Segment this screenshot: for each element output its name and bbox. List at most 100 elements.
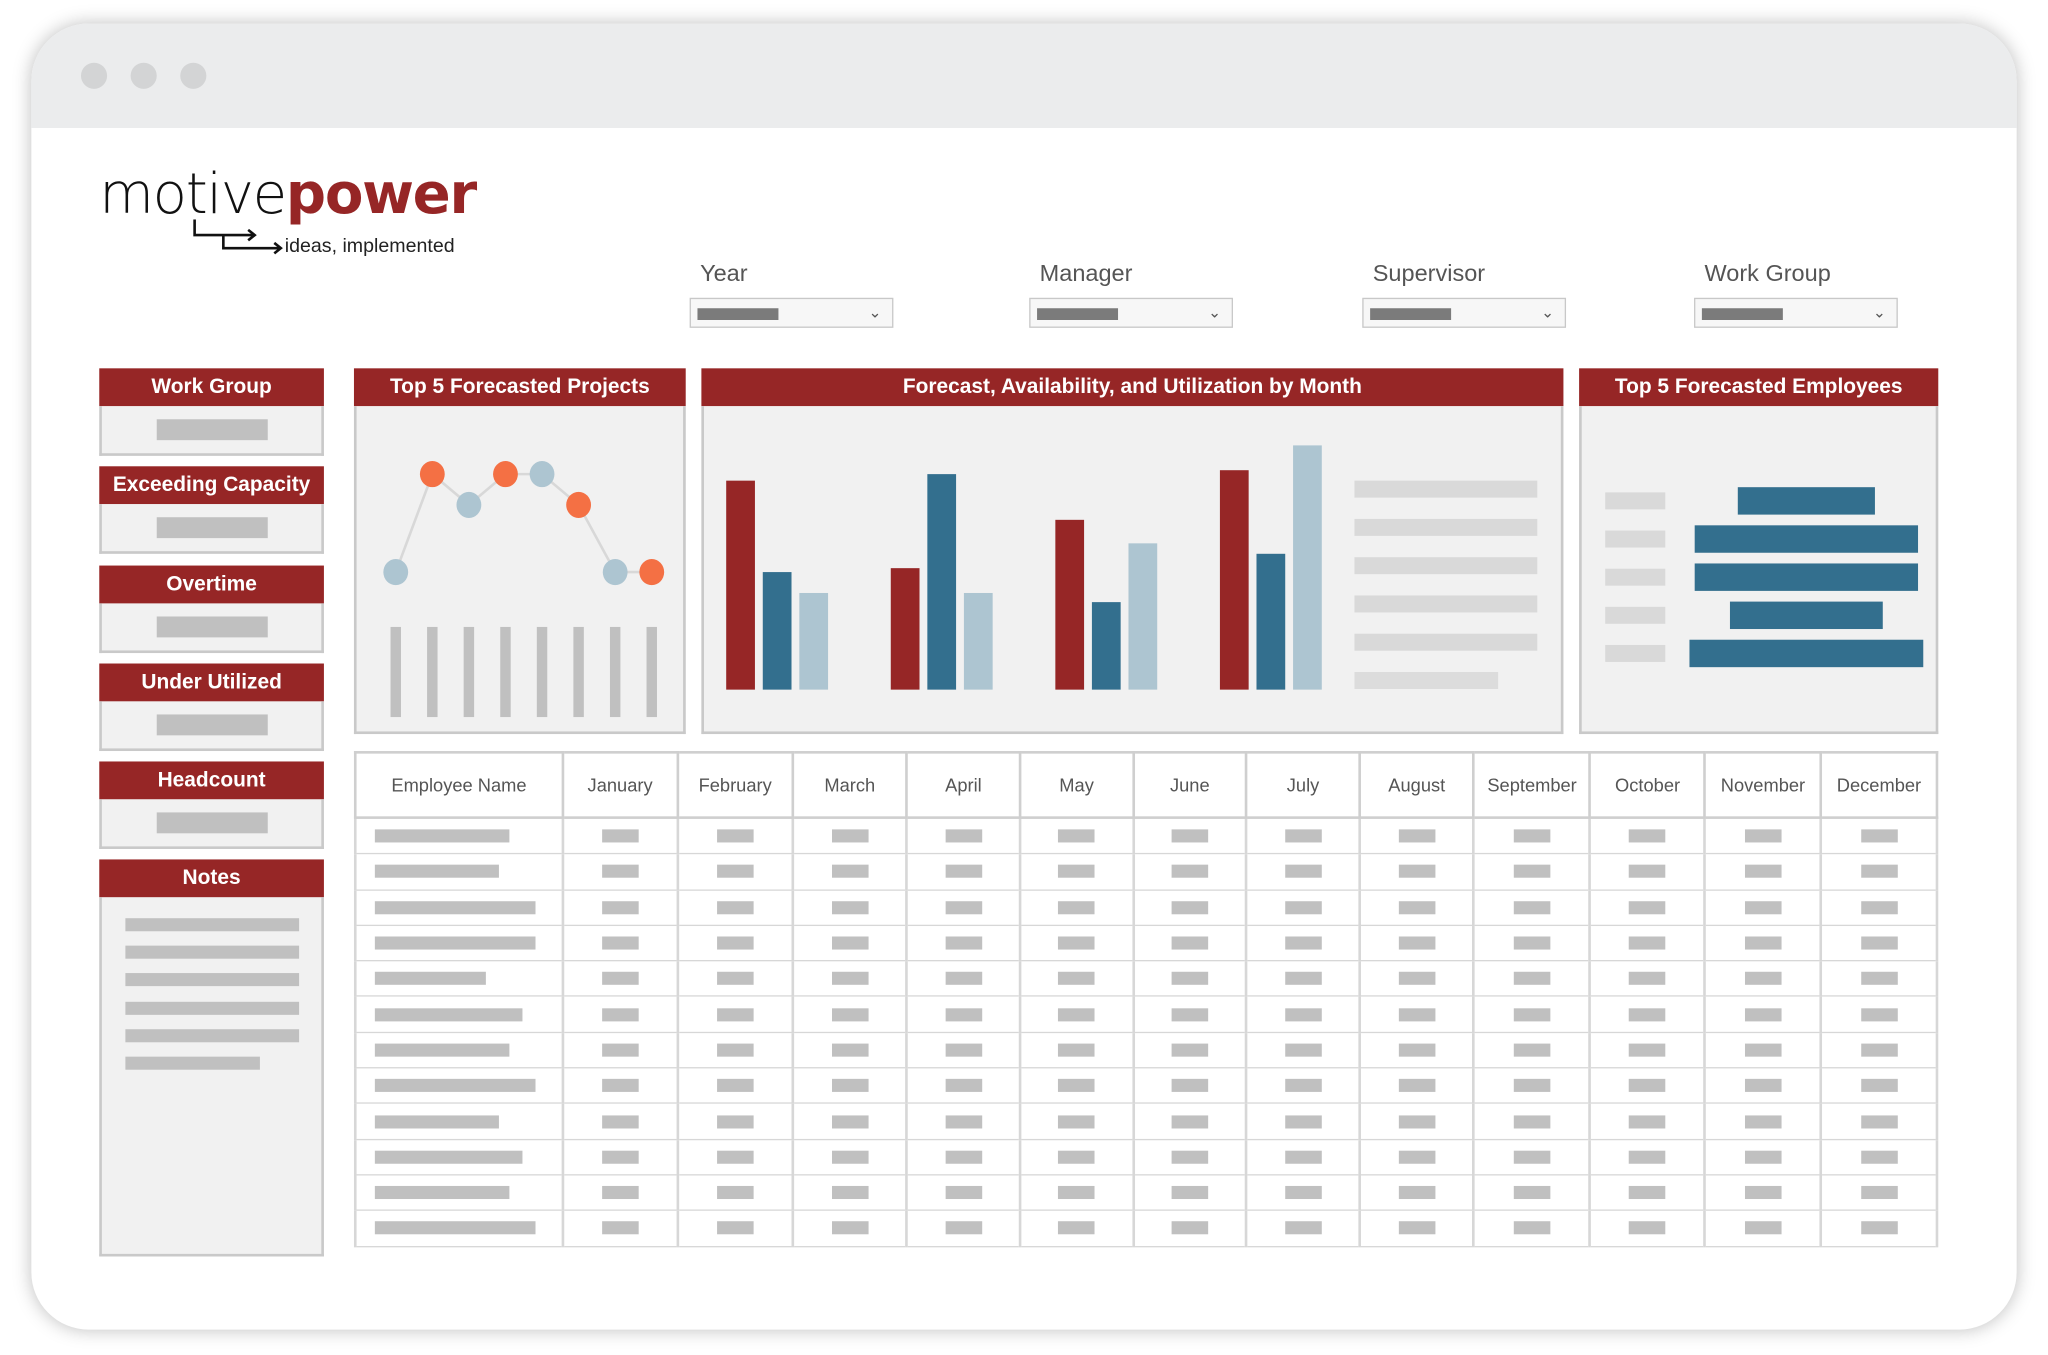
table-row[interactable] — [353, 1138, 1939, 1176]
column-header[interactable]: August — [1358, 751, 1476, 819]
column-header[interactable]: November — [1703, 751, 1823, 819]
value-placeholder — [1058, 1221, 1095, 1235]
value-placeholder — [1171, 865, 1209, 879]
value-placeholder — [1513, 1114, 1551, 1128]
value-placeholder — [1513, 1186, 1551, 1200]
month-cell — [1018, 816, 1135, 855]
project-point — [529, 461, 555, 488]
chevron-down-icon: ⌄ — [1208, 303, 1222, 322]
value-placeholder — [1058, 1186, 1095, 1200]
column-header[interactable]: October — [1588, 751, 1707, 819]
value-placeholder — [1398, 1150, 1436, 1164]
value-placeholder — [1058, 900, 1095, 914]
month-cell — [1703, 816, 1823, 855]
column-header[interactable]: September — [1472, 751, 1592, 819]
project-bar — [427, 626, 438, 718]
value-placeholder — [945, 1007, 982, 1021]
legend-placeholder — [1354, 633, 1538, 651]
table-row[interactable] — [353, 995, 1939, 1033]
value-placeholder — [1398, 936, 1436, 950]
value-placeholder — [831, 1150, 869, 1164]
month-cell — [1131, 995, 1248, 1033]
value-placeholder — [1513, 1007, 1551, 1021]
window-maximize-dot[interactable] — [180, 62, 207, 89]
window-close-dot[interactable] — [80, 62, 108, 89]
value-placeholder — [1513, 1150, 1551, 1164]
employee-name-cell — [353, 1174, 564, 1212]
column-header[interactable]: March — [791, 751, 909, 819]
month-cell — [1245, 888, 1361, 926]
table-row[interactable] — [353, 888, 1939, 926]
column-header[interactable]: May — [1018, 751, 1135, 819]
month-cell — [791, 960, 909, 998]
project-point — [456, 491, 482, 518]
table-row[interactable] — [353, 1067, 1939, 1105]
month-cell — [1018, 924, 1135, 962]
filter-dropdown[interactable]: ⌄ — [1362, 297, 1567, 328]
table-row[interactable] — [353, 1102, 1939, 1140]
logo-text-power: power — [285, 161, 477, 228]
forecast-panel — [701, 406, 1564, 735]
month-cell — [1819, 995, 1939, 1033]
month-cell — [1358, 1067, 1476, 1105]
filter-dropdown[interactable]: ⌄ — [1029, 297, 1233, 328]
column-header[interactable]: June — [1131, 751, 1248, 819]
value-placeholder — [1744, 1221, 1782, 1235]
value-placeholder — [716, 1221, 754, 1235]
table-row[interactable] — [353, 853, 1939, 891]
column-header[interactable]: December — [1819, 751, 1939, 819]
value-placeholder — [1860, 972, 1898, 986]
table-header-row: Employee Name January February March April Ma… — [353, 751, 1939, 819]
value-placeholder — [601, 1043, 639, 1057]
forecast-bar — [726, 480, 755, 690]
project-point — [383, 559, 409, 586]
note-line-placeholder — [125, 1001, 300, 1015]
value-placeholder — [1744, 900, 1782, 914]
month-cell — [1245, 1102, 1361, 1140]
month-cell — [1245, 853, 1361, 891]
projects-panel — [353, 406, 686, 735]
value-placeholder — [1171, 1114, 1209, 1128]
value-placeholder — [1629, 1221, 1666, 1235]
value-placeholder — [831, 1079, 869, 1093]
value-placeholder — [1058, 1079, 1095, 1093]
value-placeholder — [156, 419, 268, 441]
column-header[interactable]: July — [1245, 751, 1361, 819]
table-row[interactable] — [353, 1209, 1939, 1247]
month-cell — [1245, 1067, 1361, 1105]
month-cell — [905, 995, 1022, 1033]
value-placeholder — [1513, 900, 1551, 914]
month-cell — [905, 853, 1022, 891]
kpi-card-value — [99, 799, 324, 850]
name-placeholder — [374, 829, 510, 843]
value-placeholder — [1629, 1079, 1666, 1093]
filter-dropdown[interactable]: ⌄ — [1694, 297, 1898, 328]
window-minimize-dot[interactable] — [130, 62, 157, 89]
month-cell — [1703, 960, 1823, 998]
month-cell — [1588, 924, 1707, 962]
month-cell — [1472, 1102, 1592, 1140]
filter-dropdown[interactable]: ⌄ — [689, 297, 894, 328]
column-header[interactable]: January — [561, 751, 679, 819]
month-cell — [905, 1031, 1022, 1069]
value-placeholder — [601, 829, 639, 843]
table-row[interactable] — [353, 1031, 1939, 1069]
table-row[interactable] — [353, 1174, 1939, 1212]
value-placeholder — [1860, 1007, 1898, 1021]
column-header[interactable]: Employee Name — [353, 751, 564, 819]
month-cell — [791, 924, 909, 962]
note-line-placeholder — [125, 1028, 300, 1043]
employee-bar — [1694, 525, 1919, 553]
month-cell — [1245, 995, 1361, 1033]
month-cell — [905, 1102, 1022, 1140]
value-placeholder — [945, 1079, 982, 1093]
column-header[interactable]: February — [676, 751, 795, 819]
month-cell — [1472, 924, 1592, 962]
table-row[interactable] — [353, 816, 1939, 855]
month-cell — [561, 1102, 679, 1140]
table-row[interactable] — [353, 960, 1939, 998]
forecast-bar — [1219, 470, 1249, 690]
column-header[interactable]: April — [905, 751, 1022, 819]
table-row[interactable] — [353, 924, 1939, 962]
month-cell — [676, 816, 795, 855]
